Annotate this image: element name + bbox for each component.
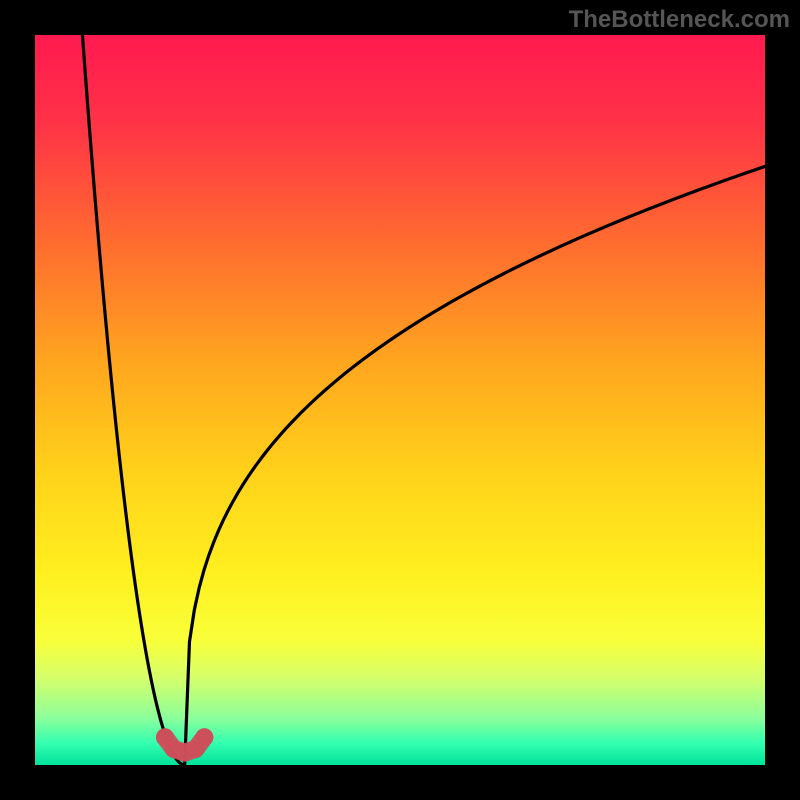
- plot-area: [35, 35, 765, 765]
- watermark-text: TheBottleneck.com: [569, 6, 790, 34]
- trough-marker-dot: [195, 728, 213, 746]
- gradient-background: [35, 35, 765, 765]
- chart-svg: [35, 35, 765, 765]
